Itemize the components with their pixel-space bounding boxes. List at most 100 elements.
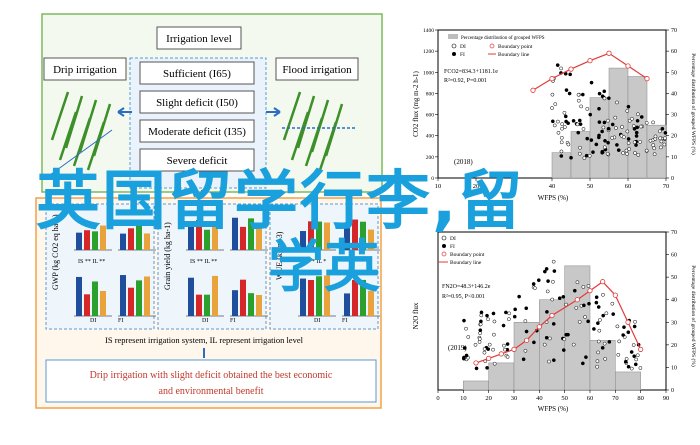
n2o-point xyxy=(492,319,497,324)
n2o-point xyxy=(562,337,567,342)
co2-xtick-label: 30 xyxy=(511,183,518,190)
mini-bar xyxy=(204,294,210,316)
conclusion-line2: and environmental benefit xyxy=(159,386,264,397)
n2o-point xyxy=(587,301,591,306)
n2o-point xyxy=(504,310,508,315)
co2-point xyxy=(606,126,611,131)
n2o-point xyxy=(462,355,466,360)
n2o-hist-bar xyxy=(564,265,591,391)
co2-point xyxy=(615,143,619,147)
co2-legend-bline: Boundary line xyxy=(498,52,530,58)
level-moderate: Moderate deficit (I35) xyxy=(148,126,246,138)
n2o-xtick-label: 60 xyxy=(587,395,594,402)
n2o-point xyxy=(615,324,620,329)
co2-point xyxy=(585,107,590,111)
n2o-xtick-label: 20 xyxy=(485,395,492,402)
co2-boundary-point xyxy=(606,50,612,56)
co2-point xyxy=(663,130,668,135)
n2o-rtick-label: 60 xyxy=(671,253,677,259)
level-sufficient: Sufficient (I65) xyxy=(163,68,231,80)
co2-point xyxy=(659,145,663,150)
mini-bar xyxy=(368,290,374,316)
n2o-point xyxy=(546,279,550,283)
n2o-point xyxy=(571,342,576,347)
n2o-legend-bline: Boundary line xyxy=(450,260,482,266)
n2o-xtick-label: 30 xyxy=(511,395,518,402)
mini-bar xyxy=(128,228,134,250)
n2o-point xyxy=(479,310,484,315)
co2-point xyxy=(625,152,629,156)
n2o-point xyxy=(547,336,552,341)
n2o-point xyxy=(629,350,634,354)
mini-bar xyxy=(144,233,150,250)
co2-point xyxy=(575,122,580,127)
co2-point xyxy=(644,121,649,125)
n2o-xtick-label: 70 xyxy=(612,395,619,402)
mini-bar xyxy=(344,228,350,250)
n2o-point xyxy=(479,313,484,318)
n2o-x-ticks: 0 10 20 30 40 50 60 70 80 90 xyxy=(436,390,669,402)
mini-bar xyxy=(120,233,126,250)
co2-point xyxy=(658,136,663,141)
co2-point xyxy=(568,72,573,77)
n2o-point xyxy=(478,322,483,327)
mini-bar xyxy=(300,231,306,250)
n2o-point xyxy=(586,284,591,288)
n2o-chart: 0 10 20 30 40 50 60 70 80 90 0 10 20 30 40 50 60 70 WFPS… xyxy=(412,230,697,413)
co2-point xyxy=(602,96,607,101)
n2o-point xyxy=(486,317,490,322)
yield-sig-label: IS ** IL ** xyxy=(190,259,217,265)
n2o-point xyxy=(594,295,599,300)
co2-point xyxy=(657,129,662,134)
mini-bar xyxy=(188,277,194,316)
mini-bar xyxy=(188,225,194,250)
n2o-point xyxy=(596,305,601,309)
co2-point xyxy=(620,125,624,129)
co2-point xyxy=(564,88,569,92)
n2o-point xyxy=(596,350,601,355)
n2o-point xyxy=(486,347,491,352)
co2-point xyxy=(582,156,587,160)
n2o-point xyxy=(485,313,489,318)
co2-ytick-label: 1200 xyxy=(423,49,434,55)
n2o-point xyxy=(600,345,605,350)
co2-point xyxy=(603,138,607,143)
co2-point xyxy=(635,118,640,123)
n2o-point xyxy=(577,319,582,324)
n2o-boundary-point xyxy=(524,337,530,343)
co2-right-ticks: 0 10 20 30 40 50 60 70 xyxy=(666,28,677,182)
mini-bar xyxy=(196,220,202,250)
co2-point xyxy=(607,96,611,101)
co2-point xyxy=(556,119,560,124)
n2o-point xyxy=(586,319,590,324)
n2o-point xyxy=(638,366,643,370)
co2-point xyxy=(625,109,630,113)
co2-point xyxy=(555,63,560,67)
n2o-point xyxy=(477,337,482,341)
n2o-point xyxy=(626,364,631,369)
co2-point xyxy=(560,126,564,131)
co2-point xyxy=(627,147,632,151)
level-boxes: Sufficient (I65) Slight deficit (I50) Mo… xyxy=(139,61,255,172)
co2-rtick-label: 70 xyxy=(671,28,677,34)
co2-ytick-label: 800 xyxy=(426,91,435,97)
n2o-point xyxy=(532,340,536,345)
co2-x-ticks: 10 20 30 40 50 60 70 xyxy=(435,178,669,190)
co2-point xyxy=(576,98,581,103)
co2-point xyxy=(651,120,655,125)
n2o-legend-di: DI xyxy=(450,236,456,242)
co2-point xyxy=(559,149,564,154)
co2-point xyxy=(597,91,602,96)
n2o-point xyxy=(601,292,605,297)
co2-point xyxy=(562,110,567,115)
co2-point xyxy=(578,145,582,150)
co2-legend-bpoint: Boundary point xyxy=(498,44,533,50)
n2o-point xyxy=(629,366,634,371)
mini-bar xyxy=(136,280,142,316)
co2-point xyxy=(550,119,555,124)
mini-bar xyxy=(212,224,218,250)
mini-bar xyxy=(92,231,98,250)
n2o-point xyxy=(631,343,636,347)
n2o-point xyxy=(596,321,600,326)
co2-r2: R²=0.92, P=0.001 xyxy=(444,78,487,84)
